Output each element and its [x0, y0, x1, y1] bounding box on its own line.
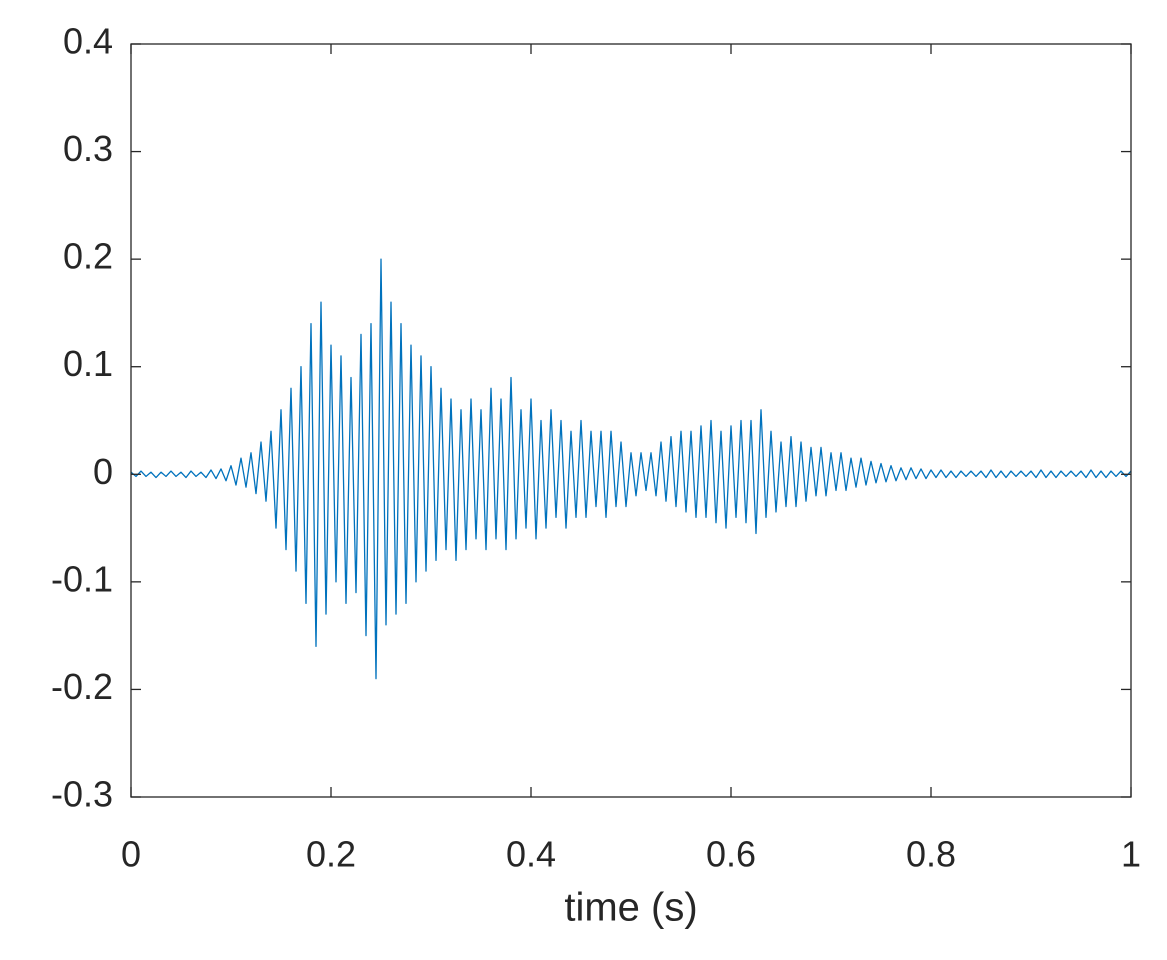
x-tick-label: 0.6 [706, 834, 756, 875]
x-tick-label: 0.2 [306, 834, 356, 875]
x-tick-label: 0.4 [506, 834, 556, 875]
axes-box [130, 43, 1132, 798]
x-tick-label: 0 [121, 834, 141, 875]
x-tick-label: 1 [1121, 834, 1141, 875]
y-tick-label: 0.3 [63, 128, 113, 169]
y-tick-label: -0.3 [51, 774, 113, 815]
x-tick-label: 0.8 [906, 834, 956, 875]
y-tick-label: -0.1 [51, 558, 113, 599]
x-axis-label: time (s) [564, 886, 697, 930]
y-tick-label: 0.2 [63, 236, 113, 277]
y-tick-label: 0.1 [63, 343, 113, 384]
y-tick-label: 0.4 [63, 21, 113, 62]
y-tick-label: 0 [93, 451, 113, 492]
waveform-line [130, 258, 1132, 680]
y-tick-label: -0.2 [51, 666, 113, 707]
